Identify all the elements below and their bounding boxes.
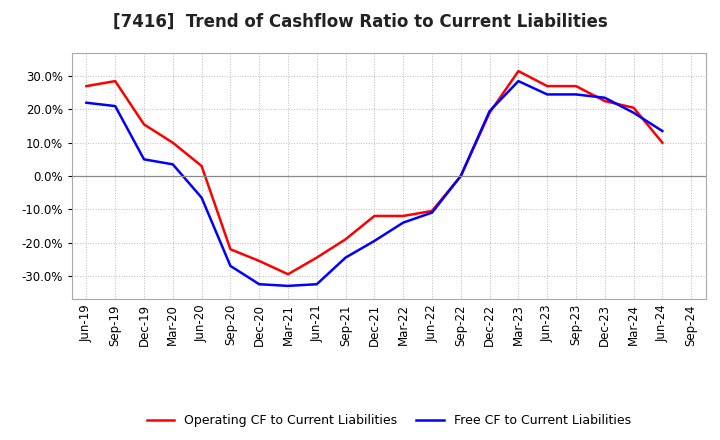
Operating CF to Current Liabilities	[572, 84, 580, 89]
Operating CF to Current Liabilities	[485, 110, 494, 115]
Operating CF to Current Liabilities	[255, 258, 264, 264]
Operating CF to Current Liabilities	[428, 208, 436, 213]
Operating CF to Current Liabilities	[140, 122, 148, 127]
Operating CF to Current Liabilities	[629, 105, 638, 110]
Operating CF to Current Liabilities	[312, 255, 321, 260]
Free CF to Current Liabilities	[572, 92, 580, 97]
Operating CF to Current Liabilities	[82, 84, 91, 89]
Free CF to Current Liabilities	[255, 282, 264, 287]
Operating CF to Current Liabilities	[168, 140, 177, 145]
Free CF to Current Liabilities	[140, 157, 148, 162]
Free CF to Current Liabilities	[226, 263, 235, 268]
Operating CF to Current Liabilities	[370, 213, 379, 219]
Free CF to Current Liabilities	[514, 78, 523, 84]
Operating CF to Current Liabilities	[543, 84, 552, 89]
Free CF to Current Liabilities	[370, 238, 379, 244]
Operating CF to Current Liabilities	[197, 163, 206, 169]
Free CF to Current Liabilities	[111, 103, 120, 109]
Operating CF to Current Liabilities	[341, 237, 350, 242]
Free CF to Current Liabilities	[543, 92, 552, 97]
Operating CF to Current Liabilities	[226, 246, 235, 252]
Legend: Operating CF to Current Liabilities, Free CF to Current Liabilities: Operating CF to Current Liabilities, Fre…	[142, 409, 636, 432]
Operating CF to Current Liabilities	[514, 69, 523, 74]
Free CF to Current Liabilities	[399, 220, 408, 225]
Free CF to Current Liabilities	[82, 100, 91, 106]
Free CF to Current Liabilities	[168, 162, 177, 167]
Text: [7416]  Trend of Cashflow Ratio to Current Liabilities: [7416] Trend of Cashflow Ratio to Curren…	[112, 13, 608, 31]
Line: Operating CF to Current Liabilities: Operating CF to Current Liabilities	[86, 71, 662, 274]
Free CF to Current Liabilities	[658, 128, 667, 134]
Free CF to Current Liabilities	[485, 108, 494, 114]
Operating CF to Current Liabilities	[456, 173, 465, 179]
Free CF to Current Liabilities	[456, 173, 465, 179]
Line: Free CF to Current Liabilities: Free CF to Current Liabilities	[86, 81, 662, 286]
Operating CF to Current Liabilities	[600, 99, 609, 104]
Free CF to Current Liabilities	[197, 195, 206, 200]
Free CF to Current Liabilities	[428, 210, 436, 215]
Free CF to Current Liabilities	[341, 255, 350, 260]
Operating CF to Current Liabilities	[658, 140, 667, 145]
Free CF to Current Liabilities	[284, 283, 292, 289]
Operating CF to Current Liabilities	[399, 213, 408, 219]
Free CF to Current Liabilities	[600, 95, 609, 100]
Operating CF to Current Liabilities	[111, 78, 120, 84]
Free CF to Current Liabilities	[629, 110, 638, 115]
Free CF to Current Liabilities	[312, 282, 321, 287]
Operating CF to Current Liabilities	[284, 271, 292, 277]
